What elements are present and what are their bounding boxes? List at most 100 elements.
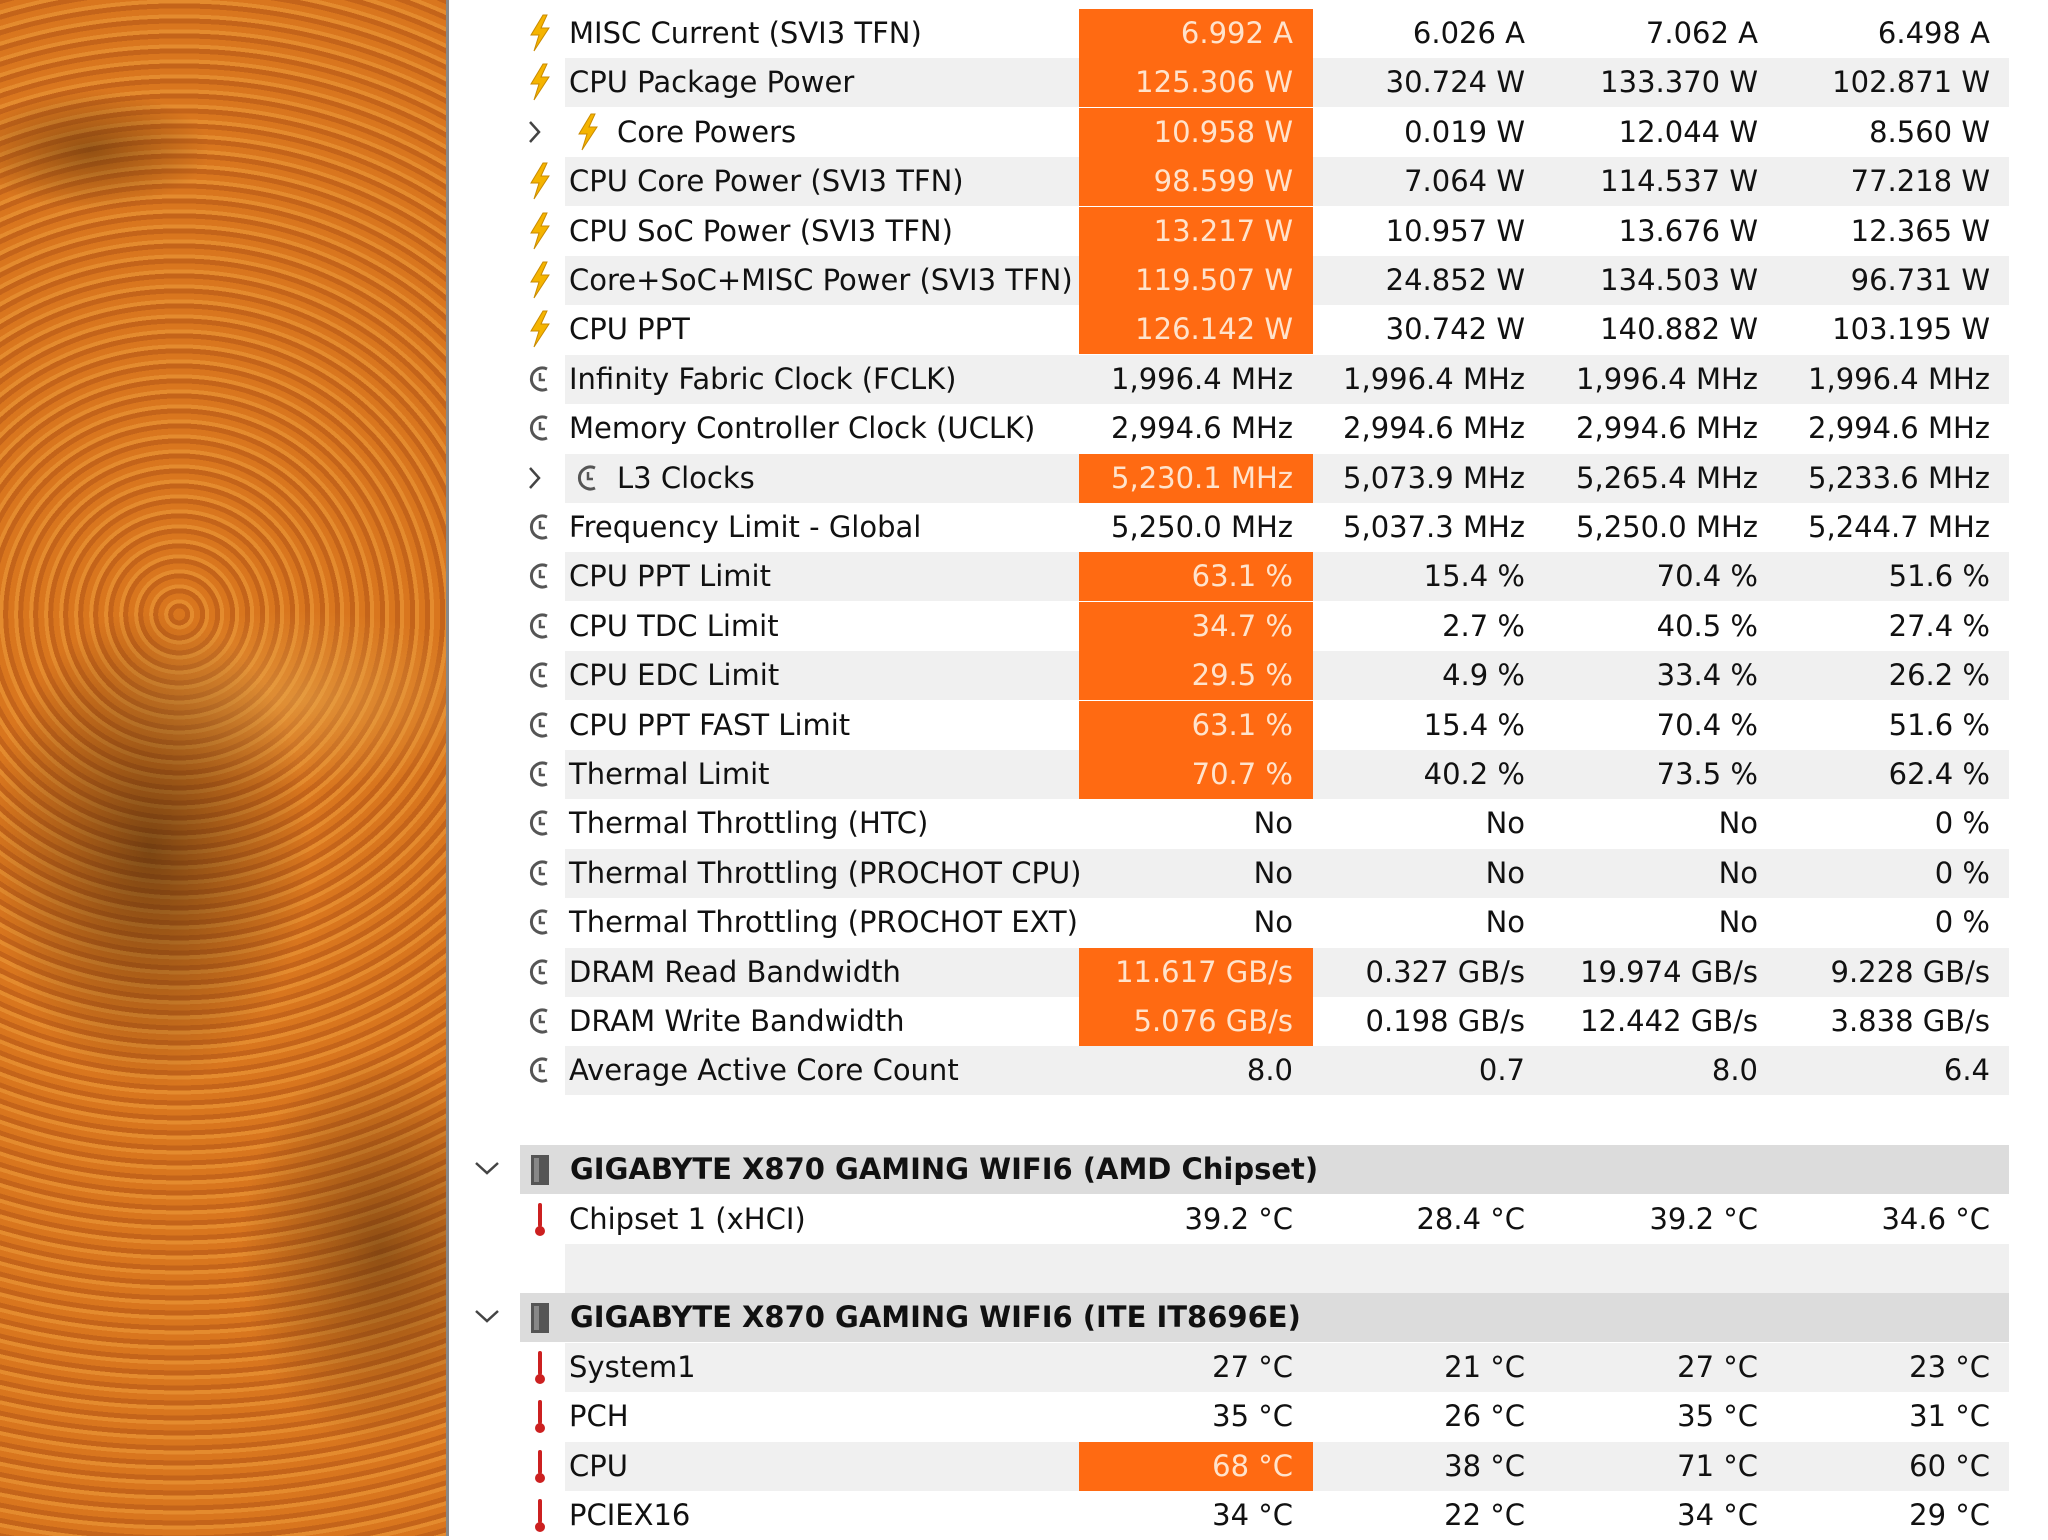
sensor-value: 27 °C xyxy=(1212,1349,1293,1384)
sensor-value: 2,994.6 MHz xyxy=(1343,411,1525,446)
sensor-value: No xyxy=(1485,855,1525,890)
sensor-value: 30.742 W xyxy=(1385,312,1525,347)
alert-cell xyxy=(1079,157,1313,207)
clock-icon xyxy=(529,563,548,589)
sensor-value: 34.6 °C xyxy=(1881,1201,1990,1236)
clock-icon xyxy=(529,514,548,540)
sensor-label: Chipset 1 (xHCI) xyxy=(569,1201,806,1236)
alert-cell xyxy=(1079,651,1313,701)
chev-right-icon xyxy=(529,120,541,143)
desktop-wallpaper xyxy=(0,0,448,1536)
sensor-value: 13.676 W xyxy=(1618,213,1758,248)
row-shade xyxy=(565,1342,2009,1392)
sensor-value: 6.992 A xyxy=(1180,16,1293,50)
sensor-row: Thermal Throttling (PROCHOT CPU) No No No 0 … xyxy=(0,848,2048,898)
sensor-row: CPU SoC Power (SVI3 TFN) 13.217 W 10.957 W… xyxy=(0,206,2048,256)
sensor-value: No xyxy=(1718,855,1758,890)
sensor-value: 28.4 °C xyxy=(1416,1201,1525,1236)
sensor-value: 125.306 W xyxy=(1135,65,1293,100)
sensor-row: PCH 35 °C 26 °C 35 °C 31 °C xyxy=(0,1392,2048,1441)
sensor-value: 134.503 W xyxy=(1600,263,1758,297)
sensor-value: 39.2 °C xyxy=(1649,1201,1758,1236)
alert-cell xyxy=(1079,453,1313,503)
sensor-label: CPU EDC Limit xyxy=(569,658,780,693)
alert-cell xyxy=(1079,601,1313,651)
alert-cell xyxy=(1079,750,1313,799)
sensor-value: 29.5 % xyxy=(1191,658,1293,693)
alert-cell xyxy=(1079,947,1313,997)
sensor-label: CPU xyxy=(569,1448,628,1483)
sensor-label: CPU PPT FAST Limit xyxy=(569,707,851,742)
sensor-value: 0 % xyxy=(1934,905,1990,940)
sensor-value: 12.365 W xyxy=(1850,213,1990,248)
power-icon xyxy=(530,310,550,348)
sensor-value: 2,994.6 MHz xyxy=(1576,411,1758,446)
sensor-value: No xyxy=(1718,806,1758,841)
sensor-label: CPU Core Power (SVI3 TFN) xyxy=(569,164,964,199)
sensor-value: 2.7 % xyxy=(1442,608,1525,643)
sensor-value: 35 °C xyxy=(1212,1399,1293,1434)
sensor-label: Thermal Limit xyxy=(569,757,770,791)
power-icon xyxy=(530,212,550,249)
sensor-row: CPU PPT Limit 63.1 % 15.4 % 70.4 % 51.6 % xyxy=(0,552,2048,602)
sensor-value: 24.852 W xyxy=(1385,263,1525,297)
sensor-value: 5,233.6 MHz xyxy=(1808,460,1990,495)
alert-cell xyxy=(1079,1441,1313,1491)
sensor-row: CPU 68 °C 38 °C 71 °C 60 °C xyxy=(0,1441,2048,1491)
sensor-value: 1,996.4 MHz xyxy=(1343,361,1525,396)
sensor-value: 7.062 A xyxy=(1645,16,1758,50)
sensor-value: 5,244.7 MHz xyxy=(1808,510,1990,544)
sensor-value: 2,994.6 MHz xyxy=(1808,411,1990,446)
sensor-value: 0 % xyxy=(1934,855,1990,890)
sensor-value: 12.442 GB/s xyxy=(1580,1004,1758,1038)
sensor-value: 9.228 GB/s xyxy=(1830,954,1991,989)
sensor-value: 34 °C xyxy=(1212,1498,1293,1532)
sensor-row: CPU PPT 126.142 W 30.742 W 140.882 W 103.195… xyxy=(0,305,2048,355)
alert-cell xyxy=(1079,256,1313,305)
device-icon xyxy=(531,1303,549,1334)
temp-icon xyxy=(535,1202,545,1236)
sensor-label: L3 Clocks xyxy=(617,460,755,495)
sensor-row: CPU EDC Limit 29.5 % 4.9 % 33.4 % 26.2 % xyxy=(0,651,2048,701)
sensor-value: 15.4 % xyxy=(1423,707,1525,742)
sensor-value: 63.1 % xyxy=(1191,559,1293,594)
sensor-label: Core+SoC+MISC Power (SVI3 TFN) xyxy=(569,263,1073,297)
sensor-value: 22 °C xyxy=(1444,1498,1525,1532)
sensor-value: 1,996.4 MHz xyxy=(1576,361,1758,396)
sensor-row: CPU PPT FAST Limit 63.1 % 15.4 % 70.4 % 51.6… xyxy=(0,700,2048,750)
clock-icon xyxy=(529,1008,548,1034)
clock-icon xyxy=(529,959,548,985)
group-title: GIGABYTE X870 GAMING WIFI6 (AMD Chipset) xyxy=(570,1152,1319,1187)
sensor-value: No xyxy=(1253,905,1293,940)
sensor-value: No xyxy=(1485,806,1525,841)
sensor-value: 103.195 W xyxy=(1832,312,1990,347)
sensor-label: DRAM Write Bandwidth xyxy=(569,1004,905,1038)
sensor-value: 31 °C xyxy=(1909,1399,1990,1434)
sensor-value: 0.019 W xyxy=(1404,114,1525,149)
power-icon xyxy=(530,162,550,200)
sensor-value: 5,037.3 MHz xyxy=(1343,510,1525,544)
group-header: GIGABYTE X870 GAMING WIFI6 (ITE IT8696E) xyxy=(0,1293,2048,1343)
sensor-value: 39.2 °C xyxy=(1184,1201,1293,1236)
sensor-label: CPU PPT xyxy=(569,312,690,347)
sensor-value: 8.560 W xyxy=(1869,114,1990,149)
sensor-value: 70.4 % xyxy=(1656,559,1758,594)
sensor-value: 4.9 % xyxy=(1442,658,1525,693)
sensor-row: CPU Core Power (SVI3 TFN) 98.599 W 7.064 W… xyxy=(0,157,2048,207)
sensor-value: 77.218 W xyxy=(1850,164,1990,199)
alert-cell xyxy=(1079,700,1313,750)
clock-icon xyxy=(529,415,548,441)
sensor-row: Core Powers 10.958 W 0.019 W 12.044 W 8.560 … xyxy=(0,107,2048,157)
chev-right-icon xyxy=(529,466,541,489)
sensor-value: 1,996.4 MHz xyxy=(1111,361,1293,396)
power-icon xyxy=(530,261,550,299)
clock-icon xyxy=(529,366,548,392)
row-shade xyxy=(565,848,2009,898)
sensor-value: 27 °C xyxy=(1677,1349,1758,1384)
sensor-label: Thermal Throttling (PROCHOT EXT) xyxy=(569,905,1078,940)
alert-cell xyxy=(1079,206,1313,256)
clock-icon xyxy=(529,761,548,787)
sensor-row: Chipset 1 (xHCI) 39.2 °C 28.4 °C 39.2 °C 34.… xyxy=(0,1195,2048,1244)
sensor-value: 21 °C xyxy=(1444,1349,1525,1384)
